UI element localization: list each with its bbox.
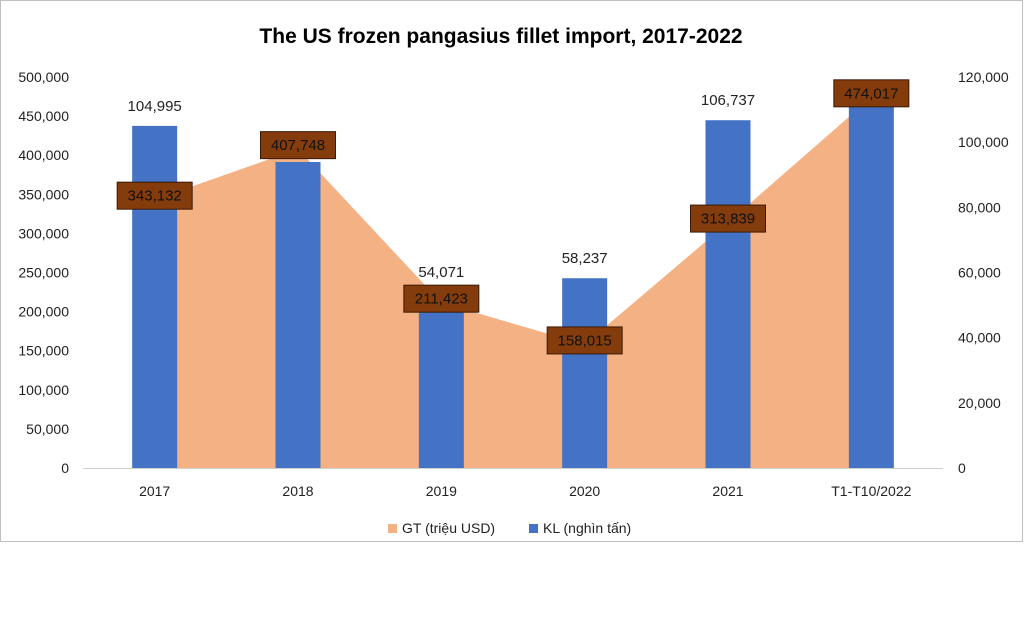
y-left-tick-label: 100,000 <box>18 382 69 398</box>
x-tick-label: 2021 <box>712 483 743 499</box>
bar-kl-2017 <box>132 125 178 468</box>
bar-kl-2018 <box>275 161 321 468</box>
area-value-label-box <box>403 284 480 313</box>
y-left-tick-label: 150,000 <box>18 343 69 359</box>
legend: GT (triệu USD) KL (nghìn tấn) <box>388 520 631 536</box>
x-tick-label: T1-T10/2022 <box>831 483 911 499</box>
y-left-tick-label: 400,000 <box>18 147 69 163</box>
area-value-label-box <box>690 204 766 233</box>
area-value-label-box <box>546 326 623 355</box>
y-left-tick-label: 300,000 <box>18 225 69 241</box>
area-value-label: 474,017 <box>844 85 898 102</box>
area-value-label-box <box>116 181 193 210</box>
bar-kl-2021 <box>705 120 751 469</box>
y-left-tick-label: 50,000 <box>26 421 69 437</box>
area-layer <box>154 97 872 469</box>
area-value-label-box <box>833 79 910 108</box>
chart-title: The US frozen pangasius fillet import, 2… <box>259 25 742 48</box>
bar-value-label: 58,237 <box>562 250 608 267</box>
y-right-tick-label: 20,000 <box>958 395 1001 411</box>
chart-frame: The US frozen pangasius fillet import, 2… <box>0 0 1023 542</box>
area-value-label-box <box>260 131 336 160</box>
y-left-tick-label: 200,000 <box>18 304 69 320</box>
area-series-gt <box>154 97 872 469</box>
y-left-tick-label: 250,000 <box>18 265 69 281</box>
legend-label-gt: GT (triệu USD) <box>402 520 495 536</box>
x-tick-label: 2018 <box>282 483 313 499</box>
bar-value-label: 104,995 <box>128 98 182 115</box>
x-tick-label: 2017 <box>139 483 170 499</box>
y-left-tick-label: 450,000 <box>18 108 69 124</box>
y-right-tick-label: 60,000 <box>958 265 1001 281</box>
legend-swatch-kl <box>529 524 538 533</box>
x-tick-label: 2019 <box>426 483 457 499</box>
bar-kl-2019 <box>418 291 464 468</box>
area-value-label: 211,423 <box>415 291 468 308</box>
y-right-tick-label: 0 <box>958 460 966 476</box>
y-right-tick-label: 80,000 <box>958 199 1001 215</box>
axis-layer: 0 50,000 100,000 150,000 200,000 250,000 300,0… <box>18 69 1008 499</box>
legend-label-kl: KL (nghìn tấn) <box>543 520 631 536</box>
legend-swatch-gt <box>388 524 397 533</box>
area-value-label: 343,132 <box>128 188 182 205</box>
y-left-tick-label: 500,000 <box>18 69 69 85</box>
bar-value-label: 54,071 <box>418 264 464 281</box>
area-value-label: 407,748 <box>271 137 325 154</box>
chart-canvas: The US frozen pangasius fillet import, 2… <box>18 25 1008 536</box>
bar-value-label: 106,737 <box>701 92 755 109</box>
y-left-tick-label: 0 <box>61 460 69 476</box>
y-left-tick-label: 350,000 <box>18 186 69 202</box>
area-value-label: 313,839 <box>701 211 755 228</box>
bar-kl-2020 <box>562 278 608 468</box>
y-right-tick-label: 120,000 <box>958 69 1009 85</box>
bar-layer <box>132 106 894 469</box>
x-tick-label: 2020 <box>569 483 600 499</box>
area-value-label: 158,015 <box>558 332 612 349</box>
y-right-tick-label: 40,000 <box>958 330 1001 346</box>
y-right-tick-label: 100,000 <box>958 134 1009 150</box>
bar-kl-t1-t10-2022 <box>848 106 894 468</box>
label-layer: 104,99593,91754,07158,237106,737110,9533… <box>116 78 910 355</box>
